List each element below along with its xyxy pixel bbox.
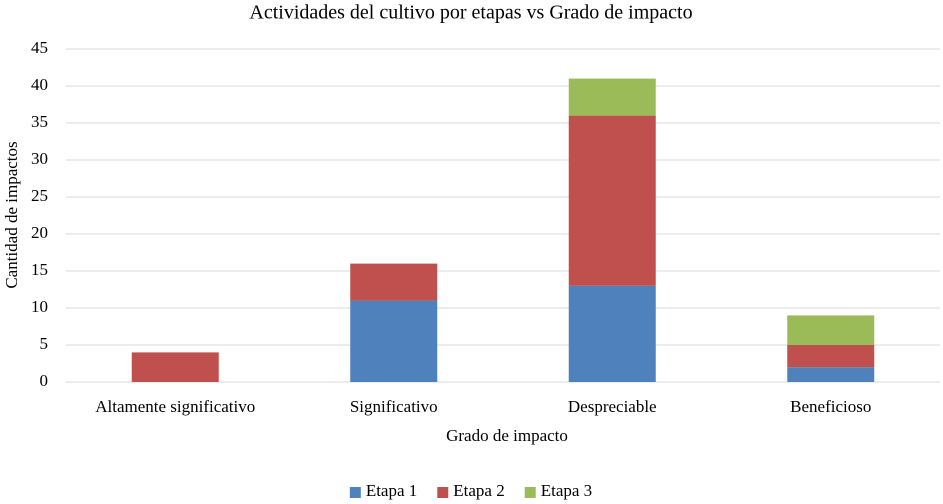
y-tick-label: 0: [40, 371, 49, 390]
y-tick-label: 5: [40, 334, 49, 353]
bars: Altamente significativo Significativo Desp…: [95, 78, 875, 416]
y-tick-label: 25: [31, 186, 48, 205]
y-tick-label: 20: [31, 223, 48, 242]
legend-swatch: [349, 487, 361, 498]
chart-title: Actividades del cultivo por etapas vs Gr…: [249, 2, 692, 24]
bar-segment: [787, 345, 875, 368]
y-axis-title: Cantidad de impactos: [2, 141, 21, 288]
y-tick-label: 30: [31, 149, 48, 168]
y-tick-label: 15: [31, 260, 48, 279]
x-tick-label: Beneficioso: [790, 397, 871, 416]
y-tick-label: 10: [31, 297, 48, 316]
y-tick-label: 45: [31, 38, 48, 57]
legend-label: Etapa 2: [453, 481, 504, 500]
x-tick-label: Significativo: [350, 397, 438, 416]
bar-segment: [787, 315, 875, 345]
bar-segment: [350, 300, 438, 382]
legend-swatch: [524, 487, 536, 498]
y-tick-label: 35: [31, 112, 48, 131]
bar-segment: [131, 352, 219, 382]
x-tick-label: Altamente significativo: [95, 397, 255, 416]
bar-segment: [787, 367, 875, 382]
legend-label: Etapa 1: [366, 481, 417, 500]
legend-swatch: [437, 487, 449, 498]
bar-segment: [568, 78, 656, 116]
legend-label: Etapa 3: [541, 481, 592, 500]
x-tick-label: Despreciable: [568, 397, 657, 416]
y-tick-label: 40: [31, 75, 48, 94]
bar-segment: [568, 115, 656, 286]
x-axis-title: Grado de impacto: [446, 426, 568, 445]
legend: Etapa 1 Etapa 2 Etapa 3: [349, 481, 592, 500]
grid: 0 5 10 15 20 25 30 35 40 45: [31, 38, 940, 390]
bar-segment: [350, 263, 438, 301]
bar-segment: [568, 285, 656, 382]
